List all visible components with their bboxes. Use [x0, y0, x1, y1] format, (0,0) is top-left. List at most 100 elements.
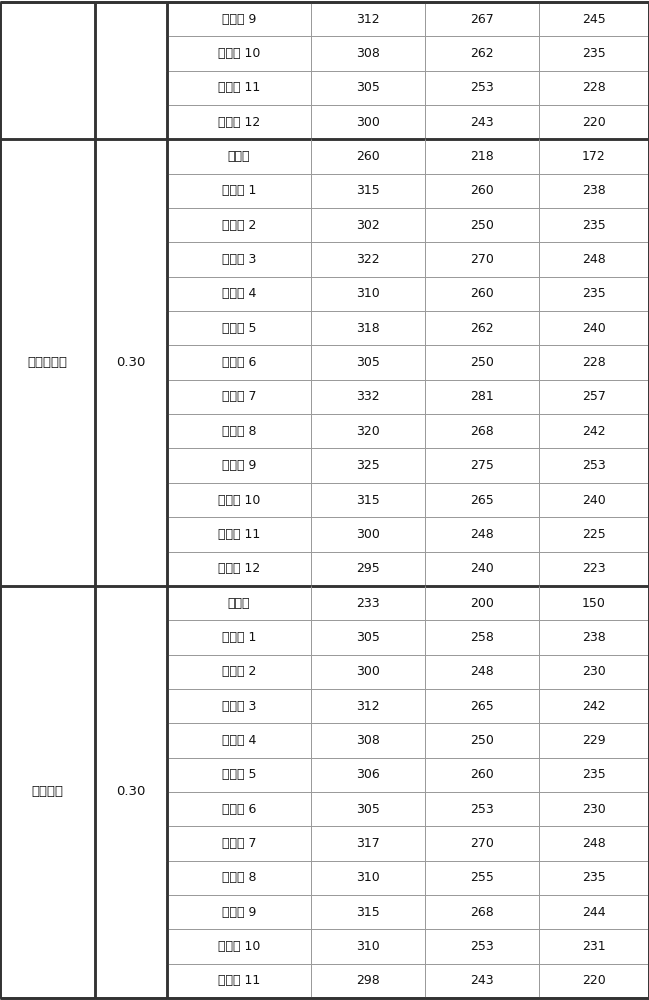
- Text: 260: 260: [470, 287, 494, 300]
- Text: 253: 253: [582, 459, 606, 472]
- Text: 308: 308: [356, 734, 380, 747]
- Text: 实施例 2: 实施例 2: [222, 219, 256, 232]
- Text: 244: 244: [582, 906, 606, 919]
- Text: 268: 268: [470, 425, 494, 438]
- Text: 240: 240: [582, 322, 606, 335]
- Text: 山东水泥: 山东水泥: [32, 785, 64, 798]
- Text: 拉法基水泥: 拉法基水泥: [27, 356, 67, 369]
- Text: 255: 255: [470, 871, 494, 884]
- Text: 312: 312: [356, 700, 380, 713]
- Text: 235: 235: [582, 287, 606, 300]
- Text: 235: 235: [582, 47, 606, 60]
- Text: 270: 270: [470, 253, 494, 266]
- Text: 231: 231: [582, 940, 606, 953]
- Text: 实施例 11: 实施例 11: [218, 528, 260, 541]
- Text: 242: 242: [582, 425, 606, 438]
- Text: 229: 229: [582, 734, 606, 747]
- Text: 实施例 7: 实施例 7: [222, 390, 256, 403]
- Text: 248: 248: [470, 528, 494, 541]
- Text: 实施例 1: 实施例 1: [222, 184, 256, 197]
- Text: 235: 235: [582, 768, 606, 781]
- Text: 305: 305: [356, 631, 380, 644]
- Text: 235: 235: [582, 219, 606, 232]
- Text: 300: 300: [356, 116, 380, 129]
- Text: 310: 310: [356, 871, 380, 884]
- Text: 228: 228: [582, 81, 606, 94]
- Text: 实施例 12: 实施例 12: [218, 562, 260, 575]
- Text: 322: 322: [356, 253, 380, 266]
- Text: 305: 305: [356, 803, 380, 816]
- Text: 实施例 5: 实施例 5: [222, 322, 256, 335]
- Text: 实施例 10: 实施例 10: [218, 47, 260, 60]
- Text: 270: 270: [470, 837, 494, 850]
- Text: 实施例 10: 实施例 10: [218, 940, 260, 953]
- Text: 298: 298: [356, 974, 380, 987]
- Text: 218: 218: [470, 150, 494, 163]
- Text: 315: 315: [356, 906, 380, 919]
- Text: 实施例 11: 实施例 11: [218, 974, 260, 987]
- Text: 实施例 11: 实施例 11: [218, 81, 260, 94]
- Text: 262: 262: [470, 47, 494, 60]
- Text: 实施例 9: 实施例 9: [222, 459, 256, 472]
- Text: 实施例 9: 实施例 9: [222, 906, 256, 919]
- Text: 260: 260: [356, 150, 380, 163]
- Text: 312: 312: [356, 13, 380, 26]
- Text: 240: 240: [582, 494, 606, 507]
- Text: 320: 320: [356, 425, 380, 438]
- Text: 实施例 3: 实施例 3: [222, 700, 256, 713]
- Text: 253: 253: [470, 803, 494, 816]
- Text: 230: 230: [582, 665, 606, 678]
- Text: 实施例 4: 实施例 4: [222, 287, 256, 300]
- Text: 250: 250: [470, 734, 494, 747]
- Text: 233: 233: [356, 597, 380, 610]
- Text: 317: 317: [356, 837, 380, 850]
- Text: 223: 223: [582, 562, 606, 575]
- Text: 200: 200: [470, 597, 494, 610]
- Text: 比较例: 比较例: [228, 597, 251, 610]
- Text: 实施例 2: 实施例 2: [222, 665, 256, 678]
- Text: 实施例 4: 实施例 4: [222, 734, 256, 747]
- Text: 310: 310: [356, 287, 380, 300]
- Text: 实施例 8: 实施例 8: [222, 425, 256, 438]
- Text: 308: 308: [356, 47, 380, 60]
- Text: 228: 228: [582, 356, 606, 369]
- Text: 250: 250: [470, 356, 494, 369]
- Text: 实施例 10: 实施例 10: [218, 494, 260, 507]
- Text: 150: 150: [582, 597, 606, 610]
- Text: 实施例 8: 实施例 8: [222, 871, 256, 884]
- Text: 258: 258: [470, 631, 494, 644]
- Text: 230: 230: [582, 803, 606, 816]
- Text: 240: 240: [470, 562, 494, 575]
- Text: 实施例 1: 实施例 1: [222, 631, 256, 644]
- Text: 242: 242: [582, 700, 606, 713]
- Text: 243: 243: [470, 974, 494, 987]
- Text: 253: 253: [470, 940, 494, 953]
- Text: 310: 310: [356, 940, 380, 953]
- Text: 260: 260: [470, 768, 494, 781]
- Text: 265: 265: [470, 700, 494, 713]
- Text: 265: 265: [470, 494, 494, 507]
- Text: 220: 220: [582, 116, 606, 129]
- Text: 实施例 7: 实施例 7: [222, 837, 256, 850]
- Text: 295: 295: [356, 562, 380, 575]
- Text: 300: 300: [356, 528, 380, 541]
- Text: 302: 302: [356, 219, 380, 232]
- Text: 248: 248: [470, 665, 494, 678]
- Text: 实施例 5: 实施例 5: [222, 768, 256, 781]
- Text: 实施例 3: 实施例 3: [222, 253, 256, 266]
- Text: 250: 250: [470, 219, 494, 232]
- Text: 267: 267: [470, 13, 494, 26]
- Text: 260: 260: [470, 184, 494, 197]
- Text: 300: 300: [356, 665, 380, 678]
- Text: 305: 305: [356, 81, 380, 94]
- Text: 315: 315: [356, 184, 380, 197]
- Text: 实施例 12: 实施例 12: [218, 116, 260, 129]
- Text: 235: 235: [582, 871, 606, 884]
- Text: 332: 332: [356, 390, 380, 403]
- Text: 306: 306: [356, 768, 380, 781]
- Text: 248: 248: [582, 253, 606, 266]
- Text: 268: 268: [470, 906, 494, 919]
- Text: 315: 315: [356, 494, 380, 507]
- Text: 238: 238: [582, 184, 606, 197]
- Text: 实施例 6: 实施例 6: [222, 803, 256, 816]
